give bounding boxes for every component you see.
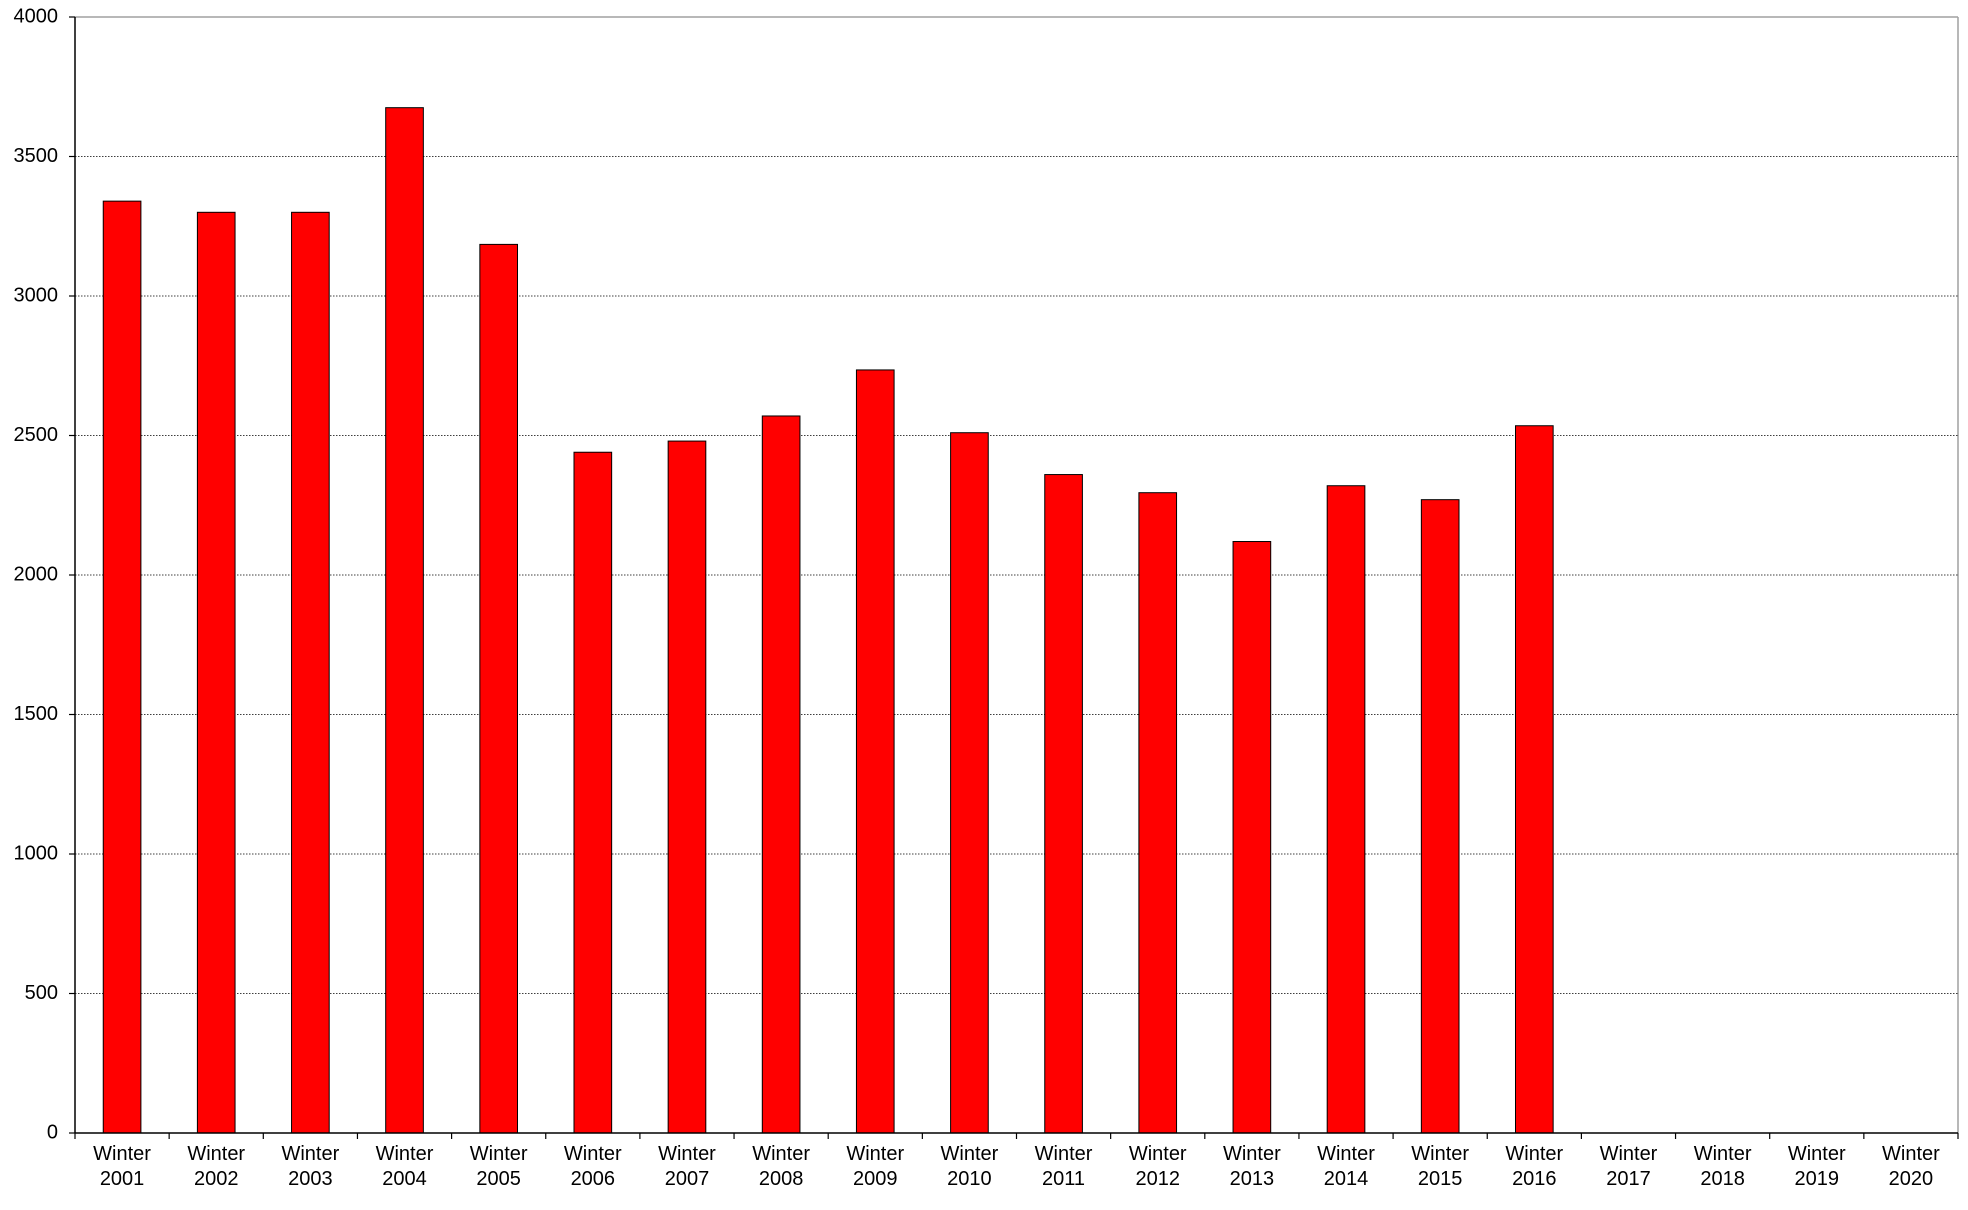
bar — [950, 432, 989, 1134]
x-tick-label: Winter 2013 — [1222, 1143, 1281, 1190]
bar — [761, 415, 801, 1134]
x-tick-label: Winter 2011 — [1034, 1143, 1093, 1190]
y-tick-label: 2000 — [14, 563, 59, 585]
x-tick-label: Winter 2004 — [375, 1143, 434, 1190]
x-tick-label: Winter 2005 — [469, 1143, 528, 1190]
x-tick-label: Winter 2018 — [1693, 1143, 1752, 1190]
bar — [855, 369, 895, 1134]
y-tick-label: 3500 — [14, 145, 59, 167]
y-tick-label: 3000 — [14, 284, 59, 306]
y-tick-label: 4000 — [14, 5, 59, 27]
bar — [1232, 541, 1272, 1134]
x-tick-label: Winter 2017 — [1599, 1143, 1658, 1190]
y-tick-label: 2500 — [14, 424, 59, 446]
x-tick-label: Winter 2007 — [658, 1143, 716, 1190]
x-tick-label: Winter 2016 — [1505, 1143, 1564, 1190]
bar — [573, 451, 613, 1134]
x-tick-label: Winter 2012 — [1128, 1143, 1187, 1190]
bar — [1044, 474, 1083, 1134]
bar — [1420, 499, 1460, 1134]
x-tick-label: Winter 2008 — [752, 1143, 811, 1190]
y-tick-label: 0 — [47, 1121, 58, 1143]
x-tick-label: Winter 2014 — [1317, 1143, 1375, 1190]
bar — [102, 200, 142, 1134]
bar — [1138, 492, 1178, 1134]
bar — [667, 440, 707, 1134]
x-tick-label: Winter 2010 — [940, 1143, 999, 1190]
x-tick-label: Winter 2003 — [281, 1143, 340, 1190]
x-tick-label: Winter 2009 — [846, 1143, 905, 1190]
bar — [1326, 485, 1366, 1134]
bar — [291, 211, 330, 1134]
y-tick-label: 500 — [25, 982, 58, 1004]
x-tick-label: Winter 2019 — [1787, 1143, 1846, 1190]
bar — [1514, 425, 1554, 1134]
bar — [385, 107, 424, 1134]
x-tick-label: Winter 2002 — [187, 1143, 246, 1190]
x-tick-label: Winter 2020 — [1882, 1143, 1940, 1190]
bar — [479, 243, 519, 1134]
y-tick-label: 1500 — [14, 703, 59, 725]
bar — [196, 211, 236, 1134]
x-tick-label: Winter 2015 — [1411, 1143, 1470, 1190]
x-tick-label: Winter 2001 — [93, 1143, 151, 1190]
y-tick-label: 1000 — [14, 842, 59, 864]
x-tick-label: Winter 2006 — [563, 1143, 622, 1190]
